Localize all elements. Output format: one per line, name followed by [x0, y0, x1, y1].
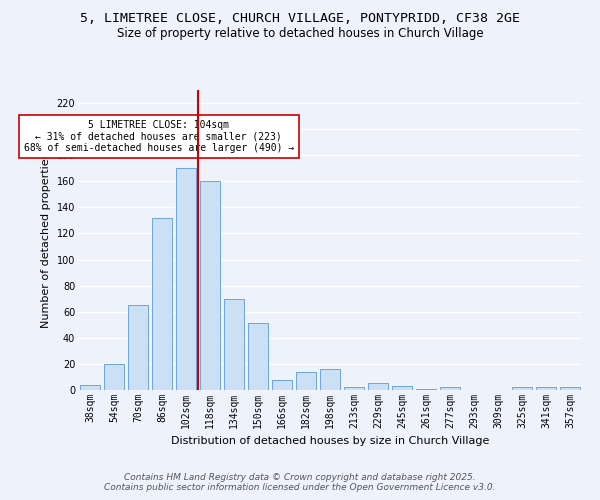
Bar — [536, 388, 556, 390]
Bar — [512, 388, 532, 390]
Bar — [416, 388, 436, 390]
Bar — [224, 298, 244, 390]
Bar — [560, 388, 580, 390]
Text: 5, LIMETREE CLOSE, CHURCH VILLAGE, PONTYPRIDD, CF38 2GE: 5, LIMETREE CLOSE, CHURCH VILLAGE, PONTY… — [80, 12, 520, 26]
Bar — [392, 386, 412, 390]
Bar — [368, 384, 388, 390]
Bar — [440, 388, 460, 390]
Text: 5 LIMETREE CLOSE: 104sqm
← 31% of detached houses are smaller (223)
68% of semi-: 5 LIMETREE CLOSE: 104sqm ← 31% of detach… — [23, 120, 294, 153]
Bar — [200, 182, 220, 390]
Bar — [344, 388, 364, 390]
Bar — [104, 364, 124, 390]
Text: Size of property relative to detached houses in Church Village: Size of property relative to detached ho… — [116, 28, 484, 40]
Bar — [272, 380, 292, 390]
Y-axis label: Number of detached properties: Number of detached properties — [41, 152, 51, 328]
Bar — [152, 218, 172, 390]
Bar — [176, 168, 196, 390]
Bar — [248, 324, 268, 390]
Bar — [80, 385, 100, 390]
Bar — [296, 372, 316, 390]
Text: Contains HM Land Registry data © Crown copyright and database right 2025.
Contai: Contains HM Land Registry data © Crown c… — [104, 473, 496, 492]
Bar — [320, 369, 340, 390]
Bar — [128, 305, 148, 390]
X-axis label: Distribution of detached houses by size in Church Village: Distribution of detached houses by size … — [171, 436, 489, 446]
